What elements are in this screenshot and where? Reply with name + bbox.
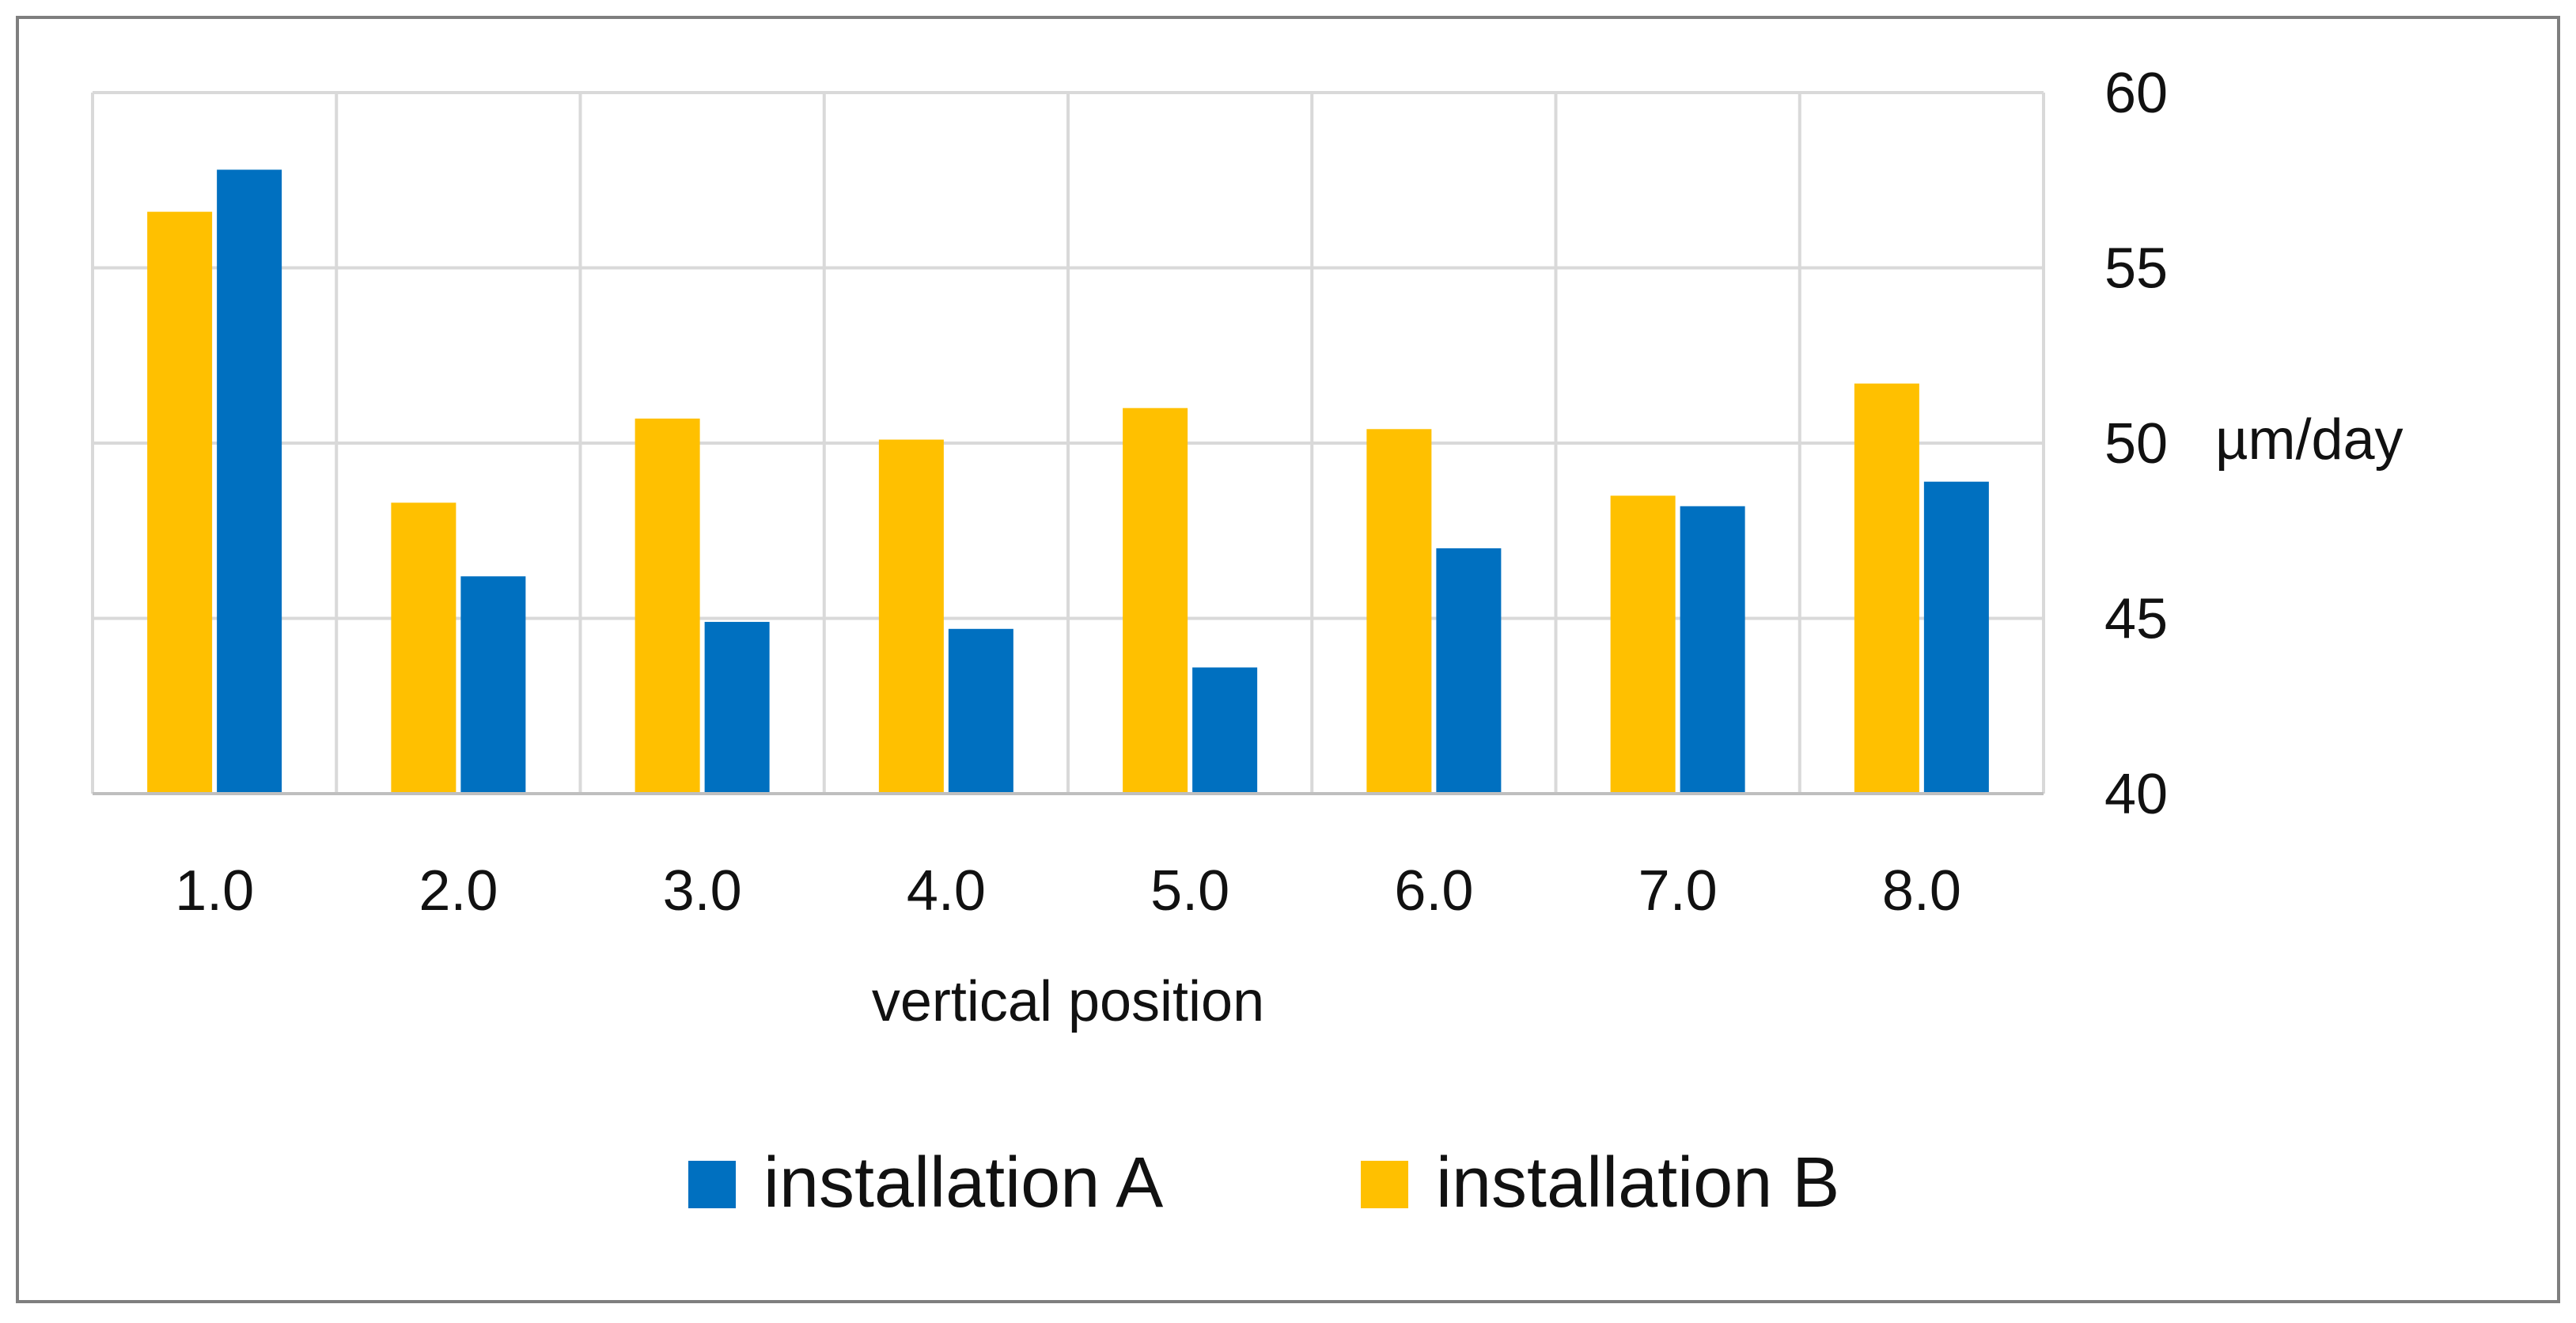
bar-installation-a-1.0 <box>217 169 282 794</box>
x-tick-label: 6.0 <box>1394 859 1473 923</box>
bar-installation-b-4.0 <box>878 439 944 794</box>
legend-swatch <box>1361 1161 1408 1208</box>
x-axis-label: vertical position <box>872 970 1264 1033</box>
legend-swatch <box>688 1161 736 1208</box>
y-tick-label: 55 <box>2104 237 2168 301</box>
x-tick-label: 2.0 <box>419 859 498 923</box>
bar-installation-b-2.0 <box>391 502 456 794</box>
x-tick-label: 3.0 <box>663 859 742 923</box>
x-tick-label: 5.0 <box>1150 859 1229 923</box>
y-tick-label: 45 <box>2104 588 2168 651</box>
bar-installation-a-4.0 <box>948 628 1013 794</box>
axis-layer: 40 45 50 55 60 1.0 2.0 3.0 4.0 5.0 6.0 7.0 8.0 <box>93 62 2168 923</box>
bar-installation-a-3.0 <box>704 621 770 794</box>
bar-installation-a-2.0 <box>460 576 526 794</box>
bar-installation-b-8.0 <box>1854 383 1919 794</box>
y-tick-label: 60 <box>2104 62 2168 125</box>
y-tick-label: 50 <box>2104 412 2168 476</box>
bar-installation-b-5.0 <box>1123 408 1188 794</box>
bar-installation-b-3.0 <box>635 418 700 794</box>
legend-label: installation B <box>1436 1143 1839 1223</box>
legend: installation A installation B <box>688 1143 1839 1223</box>
x-tick-label: 1.0 <box>175 859 254 923</box>
bar-installation-a-5.0 <box>1192 667 1258 794</box>
bar-installation-b-6.0 <box>1366 429 1432 794</box>
bar-installation-b-7.0 <box>1610 495 1676 794</box>
bar-installation-b-1.0 <box>147 211 213 794</box>
y-tick-label: 40 <box>2104 763 2168 826</box>
bars-layer <box>147 169 1989 794</box>
x-tick-label: 7.0 <box>1638 859 1718 923</box>
bar-installation-a-7.0 <box>1680 506 1745 794</box>
x-tick-label: 8.0 <box>1882 859 1961 923</box>
y-axis-label: µm/day <box>2215 408 2404 472</box>
x-tick-label: 4.0 <box>907 859 986 923</box>
bar-installation-a-6.0 <box>1436 548 1502 794</box>
legend-label: installation A <box>763 1143 1163 1223</box>
bar-installation-a-8.0 <box>1923 481 1989 794</box>
